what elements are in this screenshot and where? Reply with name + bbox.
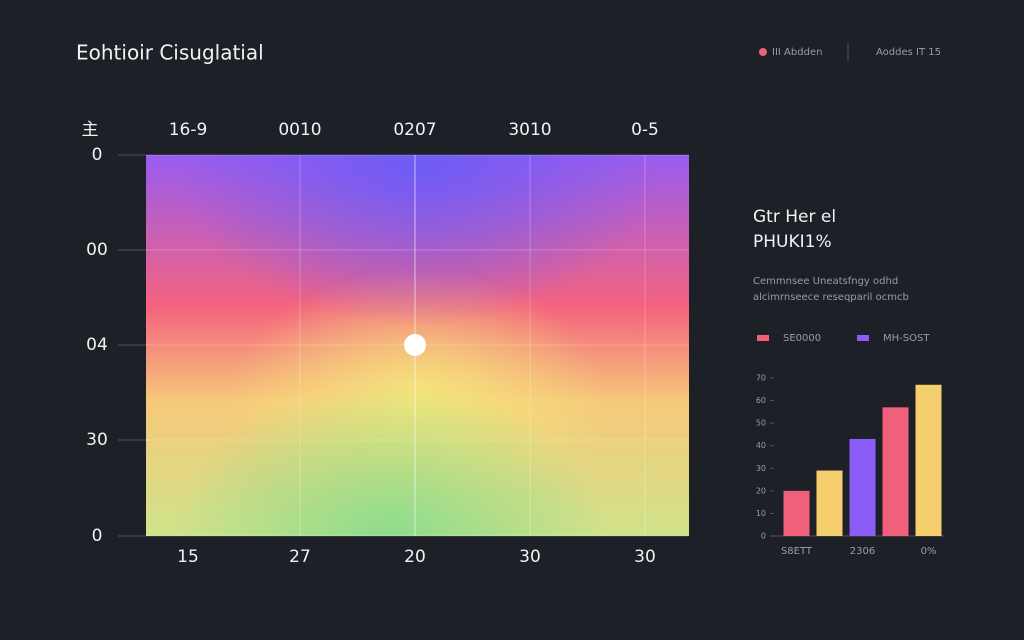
page-title: Eohtioir Cisuglatial xyxy=(76,41,264,65)
x-tick-label: 2306 xyxy=(850,546,875,557)
x-label-top: 0010 xyxy=(278,120,321,140)
bar xyxy=(849,438,876,536)
bar xyxy=(783,490,810,536)
y-tick-label: 60 xyxy=(756,396,766,405)
x-label-bottom: 15 xyxy=(177,547,199,567)
y-tick-label: 70 xyxy=(756,374,766,383)
x-label-top: 3010 xyxy=(508,120,551,140)
legend-swatch xyxy=(757,335,769,341)
x-label-bottom: 30 xyxy=(519,547,541,567)
y-label: 0 xyxy=(92,145,103,165)
y-tick-label: 20 xyxy=(756,486,766,495)
x-tick-label: 0% xyxy=(921,546,937,557)
legend-dot xyxy=(759,48,767,56)
side-title: Gtr Her el xyxy=(753,207,836,227)
x-label-top: 0207 xyxy=(393,120,436,140)
y-label: 00 xyxy=(86,240,108,260)
y-tick-label: 30 xyxy=(756,464,766,473)
x-label-top: 0-5 xyxy=(631,120,659,140)
bar xyxy=(915,384,942,536)
header-status: Aoddes IT 15 xyxy=(876,47,941,58)
y-tick-label: 40 xyxy=(756,441,766,450)
bar xyxy=(882,407,909,536)
y-label: 30 xyxy=(86,430,108,450)
y-tick-label: 0 xyxy=(761,532,766,541)
x-tick-label: S8ETT xyxy=(781,546,813,557)
corner-label: 主 xyxy=(82,120,99,140)
y-tick-label: 10 xyxy=(756,509,766,518)
x-label-bottom: 20 xyxy=(404,547,426,567)
y-label: 04 xyxy=(86,335,108,355)
header-legend: III Abdden xyxy=(772,47,822,58)
x-label-top: 16-9 xyxy=(169,120,208,140)
legend-label: MH-SOST xyxy=(883,333,930,344)
x-label-bottom: 30 xyxy=(634,547,656,567)
y-label: 0 xyxy=(92,526,103,546)
marker[interactable] xyxy=(404,334,426,356)
y-tick-label: 50 xyxy=(756,419,766,428)
legend-swatch xyxy=(857,335,869,341)
side-description: Cemmnsee Uneatsfngy odhd xyxy=(753,276,898,287)
side-subtitle: PHUKI1% xyxy=(753,232,832,252)
legend-label: SE0000 xyxy=(783,333,821,344)
side-description: alcimrnseece reseqparil ocmcb xyxy=(753,292,909,303)
x-label-bottom: 27 xyxy=(289,547,311,567)
bar xyxy=(816,470,843,536)
